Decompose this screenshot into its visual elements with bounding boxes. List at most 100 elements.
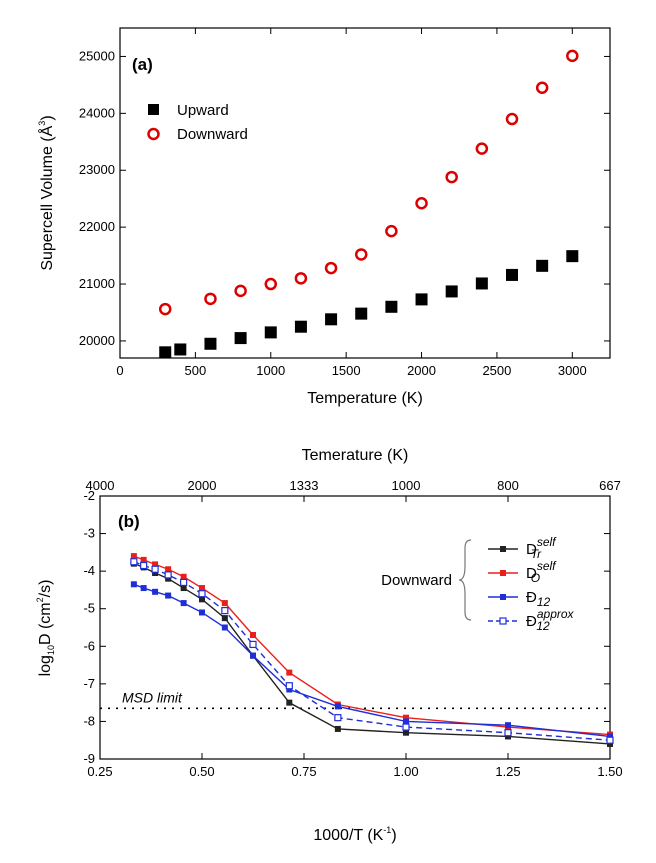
panel-a-x-tick-label: 2500 — [482, 363, 511, 378]
panel-b-top-tick-label: 4000 — [86, 478, 115, 493]
legend-marker-0 — [500, 546, 506, 552]
panel-a-x-tick-label: 0 — [116, 363, 123, 378]
data-point-downward — [475, 142, 489, 155]
data-point-series-2 — [403, 718, 409, 725]
legend-marker-downward — [147, 127, 160, 141]
data-point-upward — [159, 346, 172, 359]
data-point-series-1 — [165, 566, 172, 573]
data-point-upward — [385, 300, 398, 313]
data-point-upward — [325, 313, 338, 326]
panel-b-top-axis-label: Temerature (K) — [302, 447, 409, 464]
data-point-series-3 — [249, 640, 257, 649]
data-point-upward — [415, 293, 428, 306]
panel-b-y-tick-label: -3 — [83, 526, 95, 541]
panel-a-x-tick-label: 500 — [185, 363, 207, 378]
legend-label-1: Dself O — [526, 559, 557, 585]
legend-label-upward: Upward — [177, 102, 229, 119]
data-point-downward — [324, 261, 338, 275]
panel-b: 0.25 0.50 0.75 1.00 1.25 1.50 -9 -8 -7 -6 -5 -4 -3 -… — [35, 447, 623, 844]
panel-b-x-tick-label: 0.50 — [189, 764, 214, 779]
legend-marker-upward — [148, 104, 159, 115]
panel-b-x-tick-label: 1.00 — [393, 764, 418, 779]
data-point-downward — [234, 284, 247, 298]
data-point-series-3 — [606, 736, 614, 744]
data-point-downward — [415, 196, 428, 210]
panel-b-x-tick-label: 1.25 — [495, 764, 520, 779]
data-point-series-3 — [285, 682, 293, 690]
panel-b-y-tick-label: -7 — [83, 676, 95, 691]
data-point-series-2 — [286, 686, 293, 693]
data-point-series-0 — [334, 725, 341, 732]
panel-b-x-axis-label: 1000/T (K-1) — [313, 825, 396, 844]
data-point-series-3 — [402, 723, 410, 731]
legend-label-2: Đ12 — [526, 589, 551, 609]
data-point-series-1 — [403, 714, 409, 721]
panel-b-y-tick-label: -8 — [83, 713, 95, 728]
data-point-series-2 — [199, 609, 205, 616]
panel-a-legend: Upward Downward — [147, 102, 248, 143]
data-point-series-3 — [334, 714, 342, 722]
data-point-series-2 — [140, 585, 147, 592]
data-point-series-0 — [152, 570, 159, 577]
data-point-series-1 — [286, 669, 293, 676]
panel-b-y-tick-label: -9 — [83, 751, 95, 766]
panel-b-x-tick-label: 1.50 — [597, 764, 622, 779]
panel-a-x-tick-label: 1000 — [256, 363, 285, 378]
legend-marker-2 — [500, 594, 506, 600]
msd-limit-annotation: MSD limit — [122, 689, 183, 705]
data-point-series-3 — [504, 729, 512, 737]
panel-a-x-tick-label: 3000 — [558, 363, 587, 378]
data-point-series-0 — [165, 575, 172, 582]
data-point-upward — [174, 343, 187, 356]
panel-a-x-tick-label: 1500 — [332, 363, 361, 378]
data-point-series-0 — [403, 729, 409, 736]
data-point-series-0 — [505, 733, 511, 740]
legend-marker-3 — [499, 617, 507, 625]
panel-b-y-tick-label: -4 — [83, 563, 95, 578]
panel-a-y-tick-label: 22000 — [79, 219, 115, 234]
data-point-series-2 — [505, 722, 511, 729]
panel-a-y-tick-label: 23000 — [79, 162, 115, 177]
data-point-series-2 — [130, 581, 137, 588]
data-point-upward — [204, 337, 217, 350]
data-point-series-0 — [607, 740, 613, 747]
data-point-upward — [475, 277, 488, 290]
panel-b-y-axis-label: log10D (cm2/s) — [35, 580, 56, 677]
data-point-series-1 — [250, 632, 256, 639]
data-point-series-2 — [165, 592, 172, 599]
panel-b-label: (b) — [118, 512, 140, 531]
data-point-downward — [158, 302, 172, 316]
data-point-downward — [566, 49, 579, 63]
data-point-series-0 — [180, 585, 187, 592]
data-point-upward — [264, 326, 277, 339]
panel-b-plot-frame — [99, 495, 611, 760]
panel-b-y-tick-label: -5 — [83, 601, 95, 616]
data-point-upward — [566, 250, 579, 263]
data-point-series-3 — [140, 561, 148, 570]
data-point-downward — [505, 112, 519, 126]
data-point-downward — [445, 170, 458, 184]
panel-a-x-axis-label: Temperature (K) — [307, 390, 423, 407]
legend-label-0: Dself Tr — [526, 535, 557, 561]
panel-a: 0 500 1000 1500 2000 2500 3000 20000 21000 22000… — [37, 27, 611, 407]
data-point-upward — [445, 285, 458, 298]
panel-a-x-tick-label: 2000 — [407, 363, 436, 378]
panel-a-y-tick-label: 25000 — [79, 48, 115, 63]
panel-b-top-tick-label: 1333 — [290, 478, 319, 493]
legend-group-label: Downward — [381, 572, 452, 589]
panel-a-label: (a) — [132, 55, 153, 74]
data-point-series-3 — [221, 606, 229, 615]
data-point-series-3 — [151, 565, 159, 573]
data-point-series-0 — [199, 596, 205, 603]
data-point-downward — [535, 81, 549, 94]
data-point-series-3 — [164, 571, 172, 579]
panel-b-top-tick-label: 2000 — [188, 478, 217, 493]
data-point-series-2 — [334, 703, 341, 710]
panel-b-x-tick-label: 0.75 — [291, 764, 316, 779]
panel-b-y-tick-label: -2 — [83, 488, 95, 503]
data-point-series-1 — [152, 561, 159, 568]
data-point-upward — [294, 320, 307, 333]
data-point-downward — [294, 272, 308, 285]
